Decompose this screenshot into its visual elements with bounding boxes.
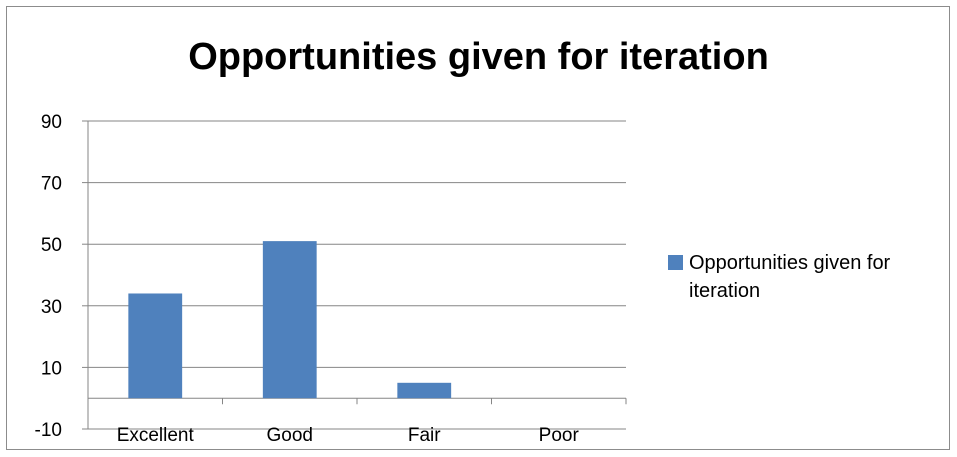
chart-title: Opportunities given for iteration [188,36,769,78]
y-tick-label: 50 [41,235,62,256]
bar-excellent [128,293,183,399]
y-tick-label: -10 [35,420,62,441]
legend-label: Opportunities given for iteration [689,252,891,302]
x-tick-label: Fair [408,425,441,446]
y-tick-label: 10 [41,358,62,379]
y-tick-label: 90 [41,112,62,133]
legend-swatch [668,255,683,270]
x-tick-label: Poor [539,425,580,446]
y-tick-label: 70 [41,174,62,195]
bar-good [262,241,317,399]
x-tick-label: Good [267,425,313,446]
bar-fair [397,382,452,399]
y-tick-label: 30 [41,297,62,318]
x-tick-label: Excellent [117,425,195,446]
